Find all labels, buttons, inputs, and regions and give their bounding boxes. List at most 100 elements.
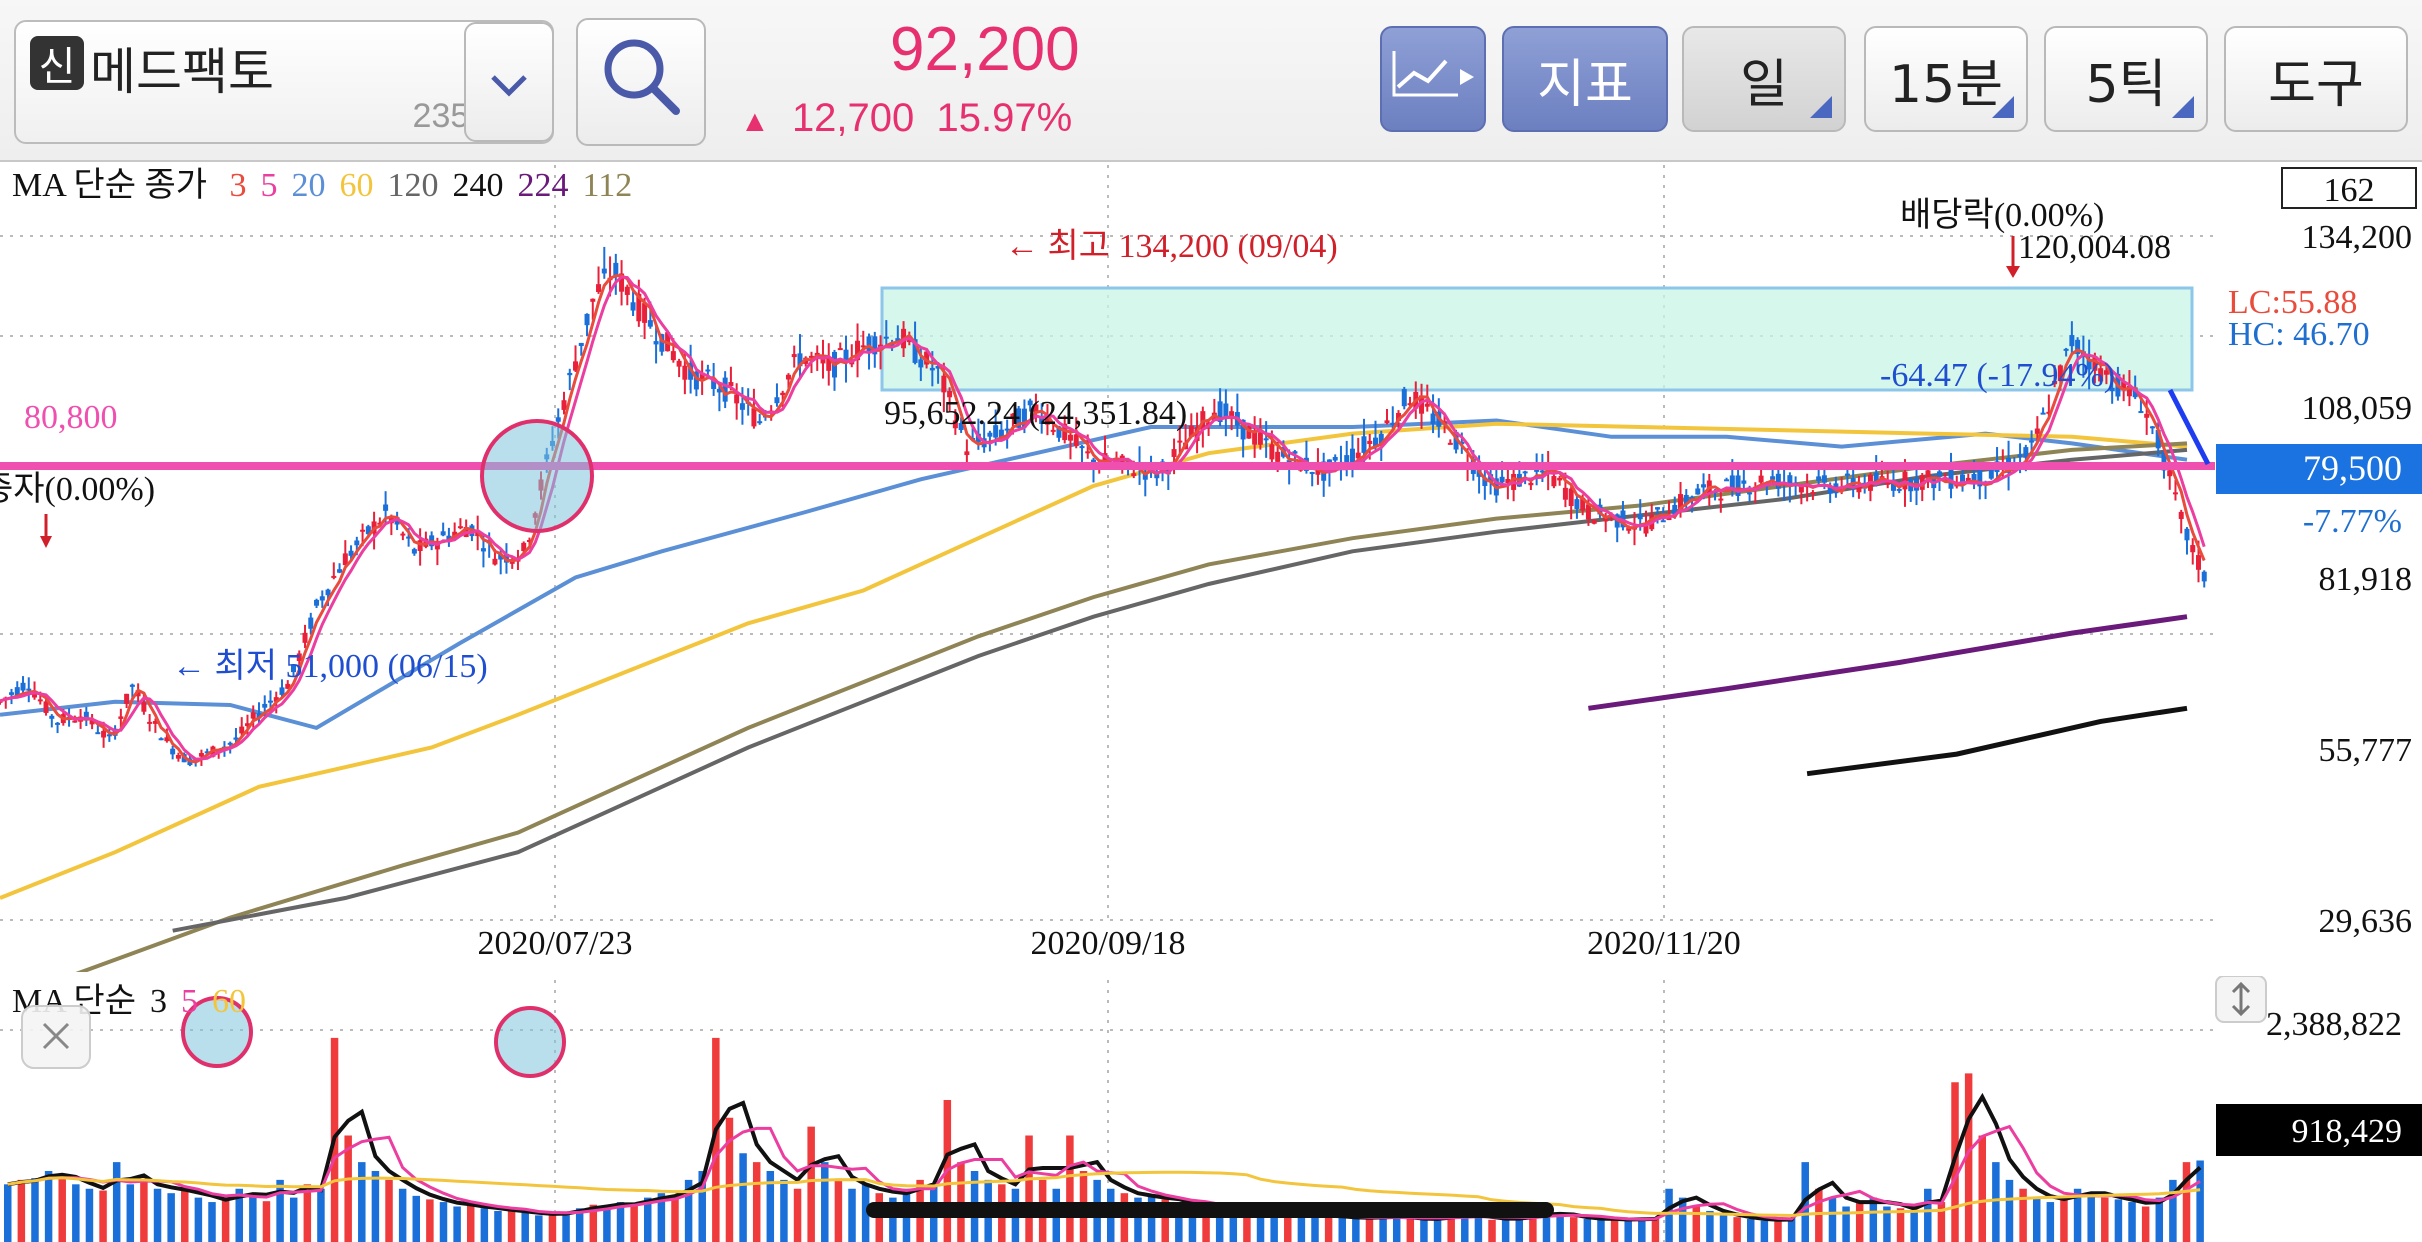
volume-bar	[1392, 1217, 1401, 1242]
candle-body	[1522, 471, 1528, 474]
header-toolbar: 신 메드팩토 235980 92,200 ▲ 12,700 15.97% 지표 …	[0, 0, 2422, 162]
resize-button[interactable]	[2215, 976, 2267, 1023]
candle-body	[2201, 571, 2207, 582]
candle-body	[2172, 492, 2178, 495]
candle-body	[2121, 381, 2127, 390]
candle-body	[924, 351, 930, 365]
candle-body	[561, 400, 567, 410]
search-button[interactable]	[576, 18, 706, 146]
candle-body	[670, 351, 676, 361]
consolidation-box	[880, 286, 2194, 392]
candle-body	[2029, 440, 2035, 443]
x-tick-label: 2020/09/18	[1031, 925, 1186, 962]
volume-bar	[1066, 1135, 1074, 1242]
y-tick-label: 55,777	[2319, 732, 2413, 769]
volume-bar	[1760, 1220, 1769, 1242]
volume-bar	[1597, 1219, 1605, 1242]
candle-body	[837, 348, 843, 351]
volume-bar	[616, 1202, 625, 1242]
candle-body	[1574, 499, 1580, 509]
candle-body	[2132, 387, 2138, 398]
volume-bar	[889, 1197, 897, 1242]
tick-label: 5틱	[2085, 54, 2167, 115]
volume-bar	[2169, 1179, 2177, 1242]
minute-button[interactable]: 15분	[1864, 26, 2028, 132]
candle-body	[1672, 505, 1678, 515]
volume-bar	[1379, 1215, 1387, 1242]
candle-body	[929, 367, 935, 371]
volume-bar	[72, 1184, 80, 1242]
candle-body	[601, 268, 607, 274]
volume-bar	[821, 1162, 829, 1242]
volume-bar	[1433, 1218, 1442, 1242]
dividend-arrow-head	[2006, 266, 2020, 278]
indicator-button[interactable]: 지표	[1502, 26, 1668, 132]
candle-body	[457, 526, 463, 529]
candle-body	[1131, 473, 1137, 476]
volume-chart[interactable]: MA 단순 3 5 60 2,388,822 918,429	[0, 976, 2422, 1242]
candle-body	[1718, 498, 1724, 501]
ma-legend-period-20: 20	[292, 167, 326, 204]
price-grid	[0, 165, 2215, 921]
symbol-dropdown-button[interactable]	[464, 22, 554, 142]
candle-body	[1355, 452, 1361, 459]
volume-bar	[1134, 1197, 1142, 1242]
tools-button[interactable]: 도구	[2224, 26, 2408, 132]
volume-bar	[167, 1193, 175, 1242]
candle-body	[1419, 395, 1425, 414]
candle-body	[1637, 514, 1643, 520]
volume-bar	[1569, 1217, 1578, 1242]
volume-bar	[1638, 1218, 1646, 1242]
period-day-button[interactable]: 일	[1682, 26, 1846, 132]
candle-body	[1873, 472, 1879, 484]
close-button[interactable]	[21, 1005, 91, 1069]
candle-body	[158, 738, 164, 741]
candle-body	[1735, 475, 1741, 496]
candle-body	[1396, 412, 1402, 421]
volume-bar	[712, 1037, 720, 1242]
candle-body	[590, 298, 596, 302]
volume-bar	[2087, 1193, 2095, 1242]
candle-body	[624, 286, 630, 295]
candle-body	[757, 421, 763, 424]
candle-body	[170, 748, 176, 755]
volume-bar	[2019, 1188, 2027, 1242]
candle-body	[348, 550, 354, 556]
volume-bar	[358, 1162, 366, 1242]
candle-body	[630, 302, 636, 311]
price-chart[interactable]: MA 단순 종가 3 5 20 60 120 240 224 112 ← 최고 134,200…	[0, 162, 2422, 972]
volume-bar	[2073, 1188, 2082, 1242]
tick-button[interactable]: 5틱	[2044, 26, 2208, 132]
candle-body	[2075, 339, 2081, 355]
candle-body	[791, 354, 797, 358]
candle-body	[1344, 455, 1350, 465]
high-annotation-text: 최고 134,200 (09/04)	[1048, 228, 1338, 265]
line-chart-icon	[1388, 43, 1478, 116]
candle-body	[826, 358, 832, 371]
candle-body	[1499, 476, 1505, 483]
chart-type-button[interactable]	[1380, 26, 1486, 132]
candle-body	[1827, 487, 1833, 494]
candle-body	[233, 737, 239, 740]
volume-bar	[861, 1184, 870, 1242]
candle-body	[1372, 437, 1378, 447]
scroll-handle[interactable]	[866, 1202, 1554, 1218]
candle-body	[1937, 471, 1943, 477]
candle-body	[860, 345, 866, 348]
candle-body	[1683, 494, 1689, 505]
volume-bar	[1842, 1206, 1850, 1242]
search-icon	[596, 31, 686, 134]
candle-body	[1401, 389, 1407, 407]
candle-body	[1724, 479, 1730, 482]
candle-body	[1977, 467, 1983, 487]
candle-body	[728, 382, 734, 386]
candle-body	[331, 575, 337, 578]
candle-body	[734, 394, 740, 404]
volume-bar	[1406, 1218, 1415, 1242]
volume-bar	[1147, 1195, 1156, 1242]
volume-bar	[126, 1184, 135, 1242]
candle-body	[1787, 475, 1793, 485]
candle-body	[722, 377, 728, 402]
candle-body	[2126, 386, 2132, 397]
volume-bar	[603, 1206, 611, 1242]
